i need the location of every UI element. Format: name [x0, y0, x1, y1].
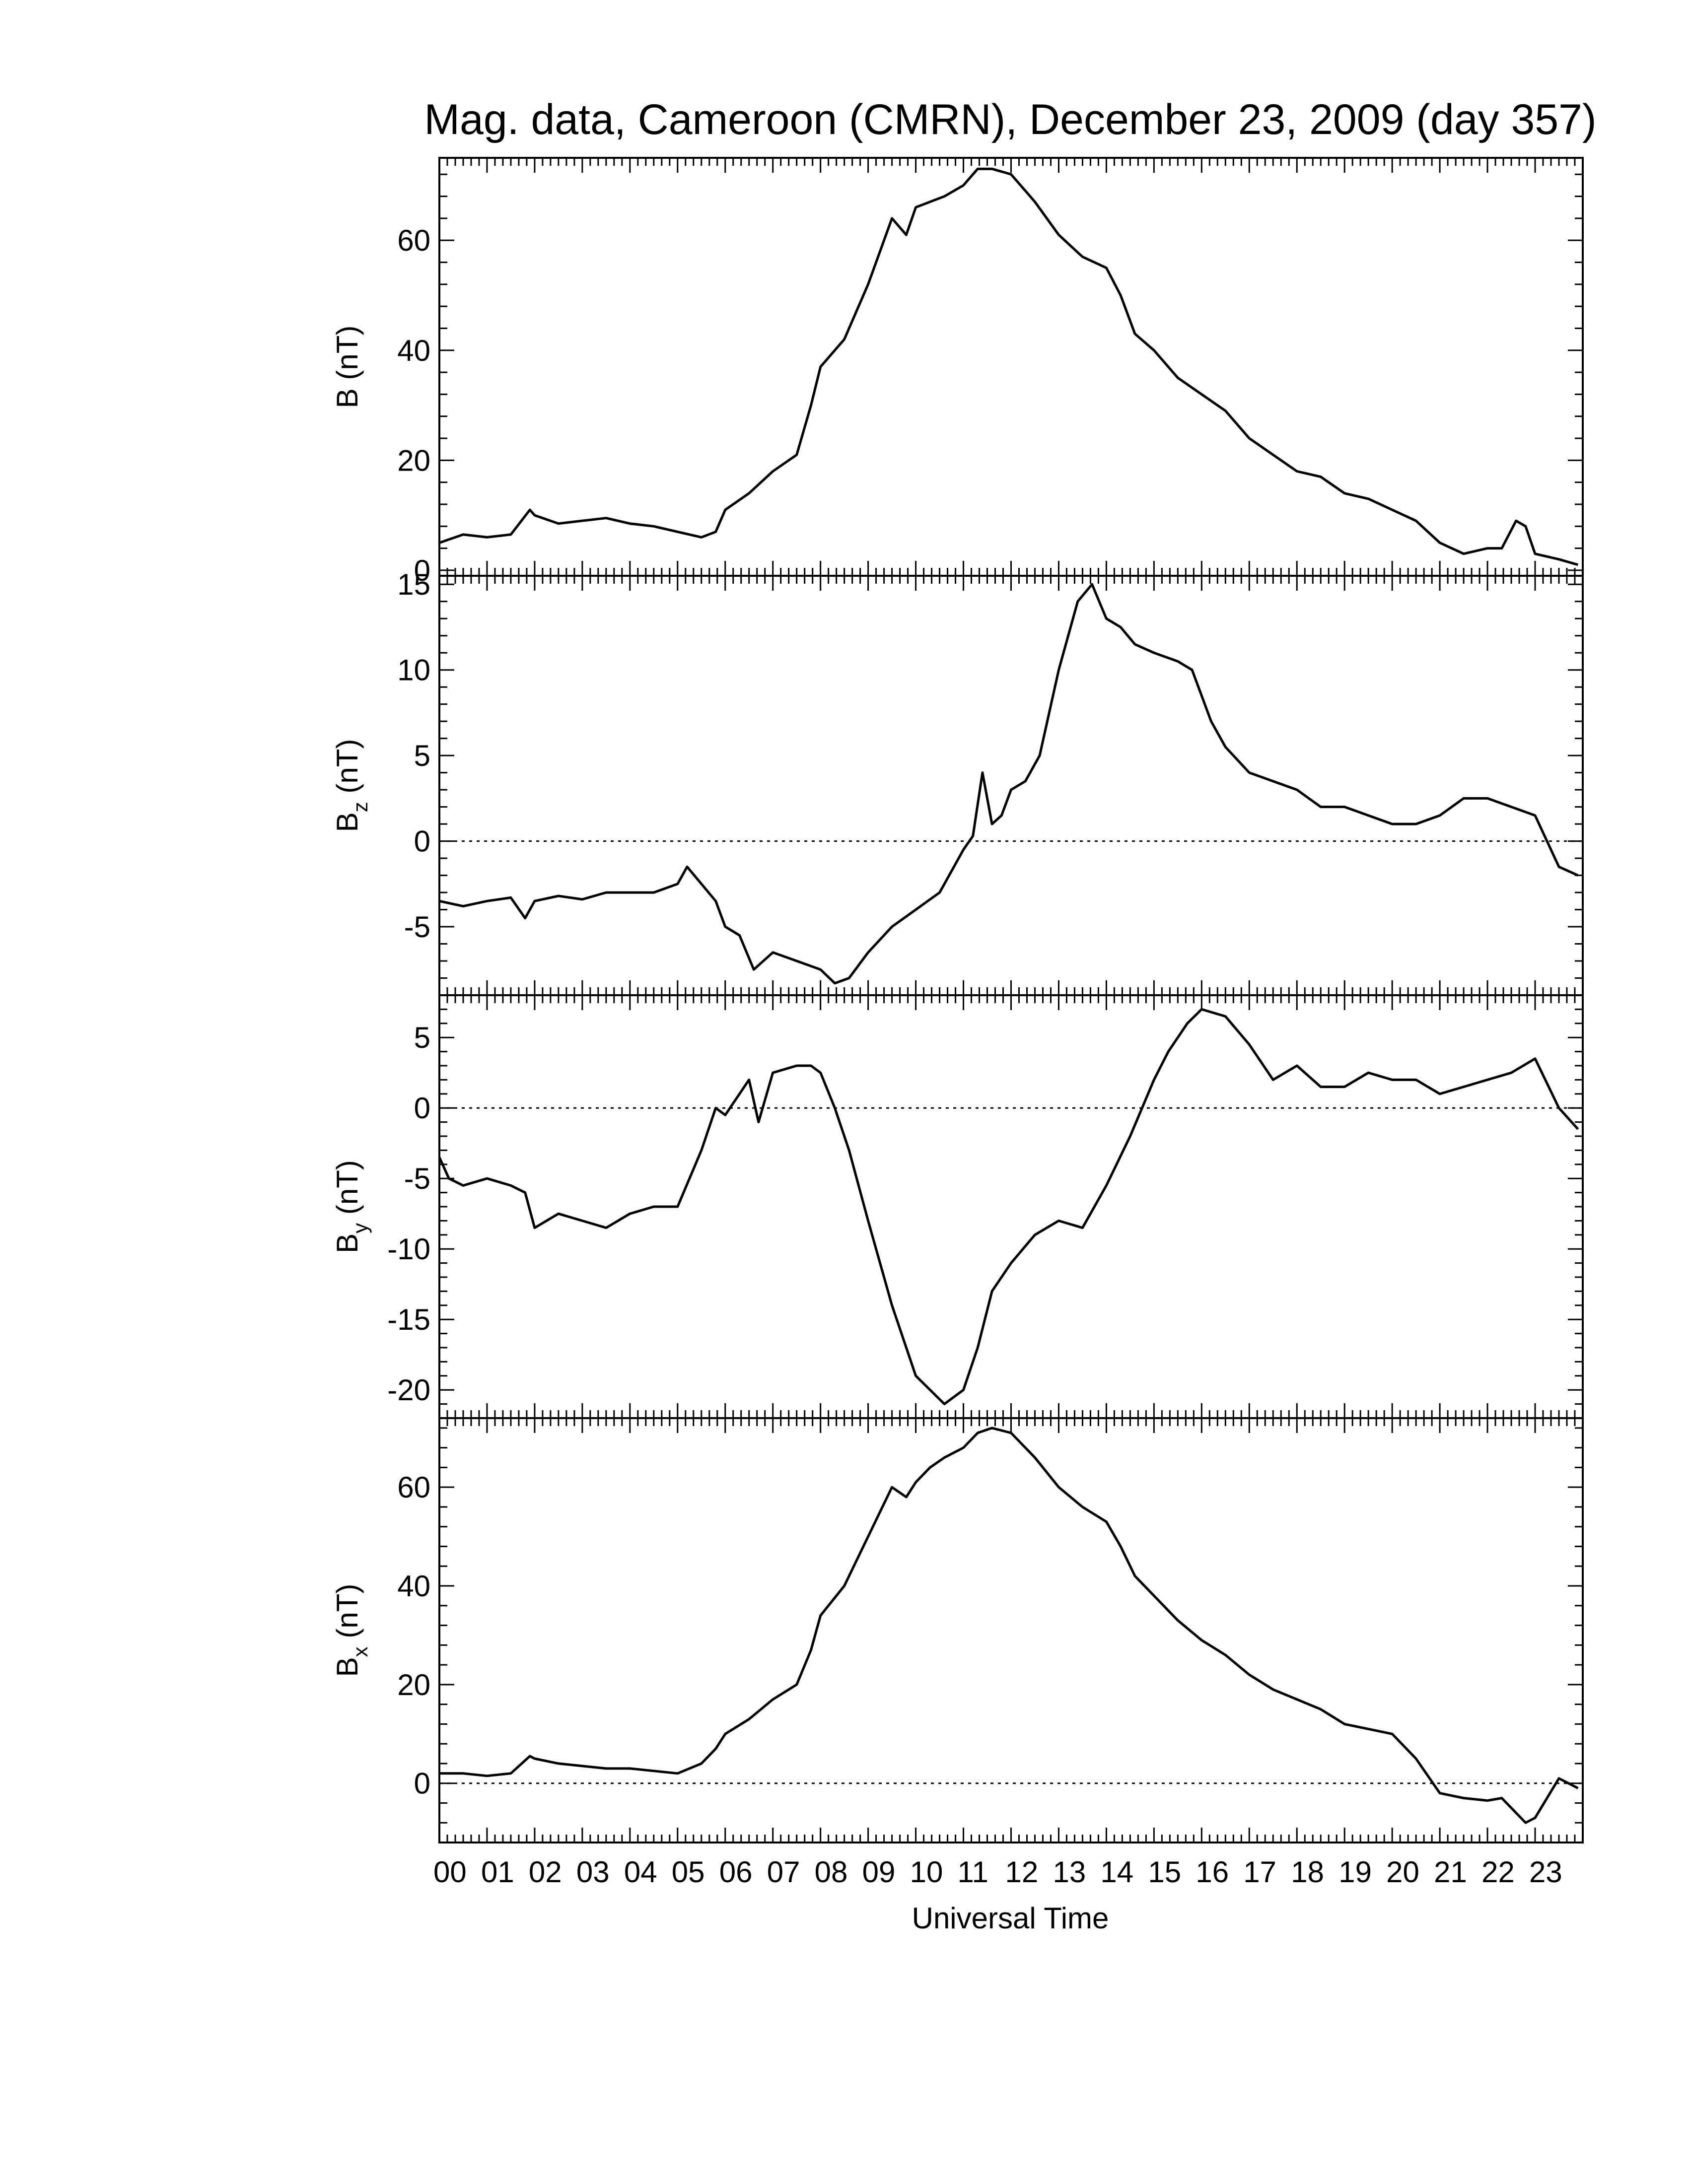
y-tick-label: 15 — [397, 568, 430, 601]
x-tick-label: 12 — [1005, 1855, 1039, 1889]
y-tick-label: 0 — [414, 1767, 430, 1800]
series-line-Bx — [439, 1427, 1579, 1824]
y-tick-label: -10 — [387, 1232, 430, 1266]
x-tick-label: 19 — [1338, 1855, 1372, 1889]
series-line-B — [439, 167, 1579, 566]
x-tick-label: 05 — [672, 1855, 705, 1889]
y-tick-label: -5 — [404, 910, 430, 944]
y-tick-label: 0 — [414, 554, 430, 587]
x-tick-label: 10 — [910, 1855, 943, 1889]
y-tick-label: 60 — [397, 1471, 430, 1504]
y-tick-label: 10 — [397, 654, 430, 687]
panel-Bx: 0 20 40 60 Bx (nT) — [331, 1417, 1584, 1843]
x-tick-label: 17 — [1243, 1855, 1276, 1889]
x-axis-label: Universal Time — [912, 1902, 1109, 1935]
x-tick-label: 06 — [719, 1855, 753, 1889]
y-tick-label: 20 — [397, 444, 430, 477]
y-tick-label: 40 — [397, 1570, 430, 1603]
y-tick-label: 40 — [397, 334, 430, 367]
x-tick-label: 01 — [481, 1855, 514, 1889]
y-tick-label: 5 — [414, 1021, 430, 1054]
y-axis-label-unit: (nT) — [331, 326, 364, 389]
x-tick-label: 09 — [862, 1855, 896, 1889]
chart-title: Mag. data, Cameroon (CMRN), December 23,… — [424, 96, 1596, 143]
x-tick-label: 14 — [1100, 1855, 1133, 1889]
y-axis-label-unit: (nT) — [331, 1160, 364, 1223]
y-tick-label: -15 — [387, 1303, 430, 1336]
series-line-By — [439, 1008, 1579, 1406]
x-tick-label: 02 — [529, 1855, 562, 1889]
y-tick-label: 60 — [397, 224, 430, 257]
x-tick-label: 08 — [815, 1855, 848, 1889]
y-axis-label-Bz: Bz (nT) — [331, 739, 372, 832]
x-tick-label: 13 — [1053, 1855, 1086, 1889]
y-axis-label-unit: (nT) — [331, 739, 364, 802]
y-axis-label-base: B — [331, 1657, 364, 1677]
x-tick-label: 23 — [1529, 1855, 1562, 1889]
x-tick-label: 11 — [958, 1855, 988, 1889]
x-tick-label: 22 — [1481, 1855, 1515, 1889]
y-axis-label-B: B (nT) — [331, 326, 364, 409]
series-line-Bz — [439, 583, 1579, 985]
x-tick-label: 07 — [767, 1855, 800, 1889]
x-tick-label: 00 — [433, 1855, 467, 1889]
y-axis-label-unit: (nT) — [331, 1584, 364, 1647]
y-tick-label: 0 — [414, 825, 430, 858]
x-tick-label: 03 — [576, 1855, 610, 1889]
panel-frame — [438, 1417, 1584, 1843]
y-axis-label-By: By (nT) — [331, 1160, 372, 1253]
x-tick-label: 04 — [624, 1855, 657, 1889]
x-tick-label: 16 — [1196, 1855, 1229, 1889]
y-tick-label: 5 — [414, 739, 430, 772]
y-axis-label-base: B — [331, 388, 364, 408]
y-axis-label-base: B — [331, 1233, 364, 1253]
y-axis-label-base: B — [331, 812, 364, 832]
x-tick-label: 20 — [1386, 1855, 1419, 1889]
y-tick-label: -20 — [387, 1373, 430, 1407]
y-axis-label-Bx: Bx (nT) — [331, 1584, 372, 1677]
x-tick-label: 21 — [1434, 1855, 1467, 1889]
y-tick-label: 20 — [397, 1668, 430, 1702]
y-axis-label-subscript: z — [349, 802, 372, 812]
y-axis-label-subscript: y — [349, 1223, 372, 1233]
y-axis-label-subscript: x — [349, 1646, 372, 1657]
y-tick-label: 0 — [414, 1092, 430, 1125]
x-tick-label: 18 — [1291, 1855, 1324, 1889]
x-tick-label: 15 — [1148, 1855, 1181, 1889]
panel-B: 0 20 40 60 B (nT) — [331, 157, 1584, 587]
y-tick-label: -5 — [404, 1162, 430, 1195]
